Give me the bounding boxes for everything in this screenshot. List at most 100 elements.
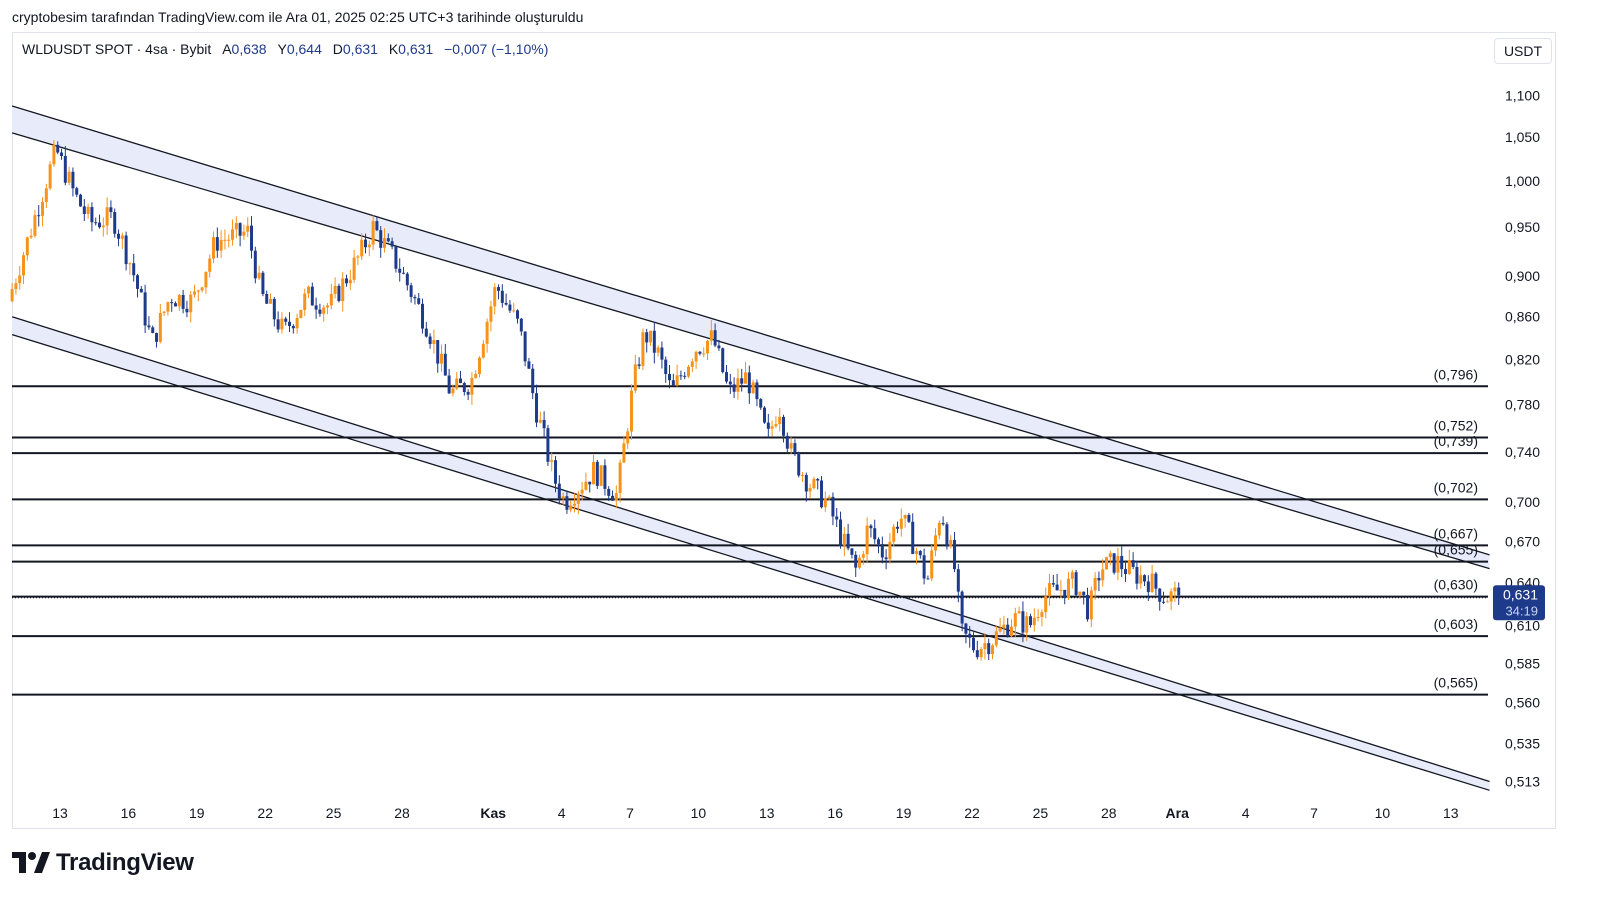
candle-body — [1063, 589, 1067, 598]
candle — [1086, 587, 1090, 622]
candle — [1112, 553, 1116, 575]
candle — [831, 492, 835, 526]
currency-button[interactable]: USDT — [1494, 38, 1552, 64]
candle — [113, 208, 117, 238]
candle — [1127, 549, 1131, 575]
candle — [709, 320, 713, 346]
candle-body — [215, 237, 219, 251]
candle-body — [238, 223, 242, 236]
candle — [41, 197, 45, 227]
candle — [873, 519, 877, 544]
candle-body — [82, 206, 86, 214]
candle-body — [592, 461, 596, 485]
candle — [713, 323, 717, 348]
candle — [98, 214, 102, 229]
candle — [185, 300, 189, 318]
candle-body — [702, 353, 706, 355]
candle-body — [109, 207, 113, 213]
candle-body — [516, 310, 520, 319]
candle — [835, 507, 839, 527]
candle-body — [633, 364, 637, 391]
candle-body — [1010, 626, 1014, 637]
x-axis-tick-label: 13 — [1443, 805, 1459, 821]
candle — [519, 317, 523, 336]
candle-body — [101, 225, 105, 228]
candle-body — [979, 649, 983, 658]
candle — [979, 646, 983, 661]
candle — [493, 283, 497, 315]
candle-body — [557, 483, 561, 499]
candle-body — [405, 273, 409, 286]
close-label: K — [388, 41, 399, 57]
candle — [538, 411, 542, 424]
candle-body — [949, 539, 953, 547]
candle — [14, 278, 18, 295]
candle-body — [136, 275, 140, 289]
candle-body — [611, 495, 615, 501]
candle — [269, 293, 273, 305]
candle-body — [25, 237, 29, 256]
candle-body — [911, 521, 915, 554]
level-label: (0,603) — [1434, 616, 1478, 632]
candle-body — [132, 263, 136, 276]
candle-body — [250, 225, 254, 251]
candle — [86, 203, 90, 219]
candle-body — [869, 525, 873, 529]
candle-body — [60, 152, 64, 157]
candle-body — [261, 272, 265, 294]
x-axis-tick-label: 10 — [691, 805, 707, 821]
candle — [926, 575, 930, 580]
tradingview-logo[interactable]: TradingView — [12, 849, 194, 877]
candle-body — [231, 229, 235, 240]
candle — [850, 548, 854, 559]
candle — [147, 316, 151, 330]
candle-body — [1120, 555, 1124, 570]
candle-body — [671, 380, 675, 386]
candle — [956, 564, 960, 603]
candle-body — [884, 557, 888, 560]
candle-body — [846, 533, 850, 549]
candle — [94, 217, 98, 226]
candle — [611, 490, 615, 502]
x-axis-tick-label: 19 — [896, 805, 912, 821]
candle — [291, 324, 295, 334]
candle-body — [1029, 616, 1033, 626]
candle — [1162, 591, 1166, 604]
candle-body — [500, 290, 504, 303]
candle-body — [333, 285, 337, 294]
candle-body — [280, 318, 284, 330]
candle-body — [189, 294, 193, 313]
candle — [766, 413, 770, 438]
candle — [542, 411, 546, 439]
candle — [48, 161, 52, 191]
candle-body — [177, 294, 181, 307]
chart-attribution: cryptobesim tarafından TradingView.com i… — [12, 9, 584, 25]
candle-body — [842, 533, 846, 546]
candle — [1036, 608, 1040, 622]
candle-body — [1162, 601, 1166, 603]
candle-body — [37, 215, 41, 217]
candle — [326, 303, 330, 315]
symbol-name[interactable]: WLDUSDT SPOT · 4sa · Bybit — [22, 41, 212, 57]
candle — [751, 379, 755, 394]
candle-body — [390, 241, 394, 247]
candle — [436, 340, 440, 373]
candle-body — [937, 523, 941, 536]
high-value: 0,644 — [286, 41, 322, 57]
candle — [603, 459, 607, 496]
candle — [576, 490, 580, 515]
candle-body — [170, 302, 174, 304]
candle — [907, 513, 911, 524]
candle-body — [1108, 553, 1112, 558]
candle-body — [747, 372, 751, 394]
candle — [485, 318, 489, 353]
candle — [622, 435, 626, 463]
level-label: (0,752) — [1434, 417, 1478, 433]
candle-body — [1139, 575, 1143, 584]
candle — [227, 234, 231, 248]
candle — [478, 356, 482, 378]
candle — [1108, 550, 1112, 566]
candle-body — [493, 287, 497, 307]
lower-channel-top-line — [11, 316, 1490, 783]
